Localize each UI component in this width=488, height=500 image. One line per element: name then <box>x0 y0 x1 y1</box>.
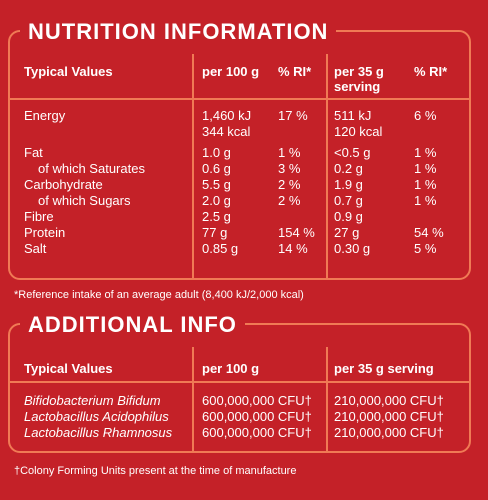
row-label: Salt <box>24 241 47 256</box>
row-label: of which Sugars <box>38 193 131 208</box>
row-ri35: 1 % <box>414 193 437 208</box>
row-ri35: 1 % <box>414 145 437 160</box>
divider-1 <box>192 54 194 278</box>
additional-info-panel: ADDITIONAL INFO Typical Values per 100 g… <box>8 310 471 453</box>
row-ri100: 1 % <box>278 145 301 160</box>
row-ri35: 1 % <box>414 177 437 192</box>
additional-footnote: †Colony Forming Units present at the tim… <box>14 465 297 477</box>
row-per35: 210,000,000 CFU† <box>334 393 444 408</box>
row-per100: 600,000,000 CFU† <box>202 425 312 440</box>
row-label: Bifidobacterium Bifidum <box>24 393 161 408</box>
row-per35: 0.30 g <box>334 241 371 256</box>
row-label: Carbohydrate <box>24 177 103 192</box>
nutrition-panel: NUTRITION INFORMATION Typical Values per… <box>8 17 471 280</box>
header-per-100g: per 100 g <box>202 64 260 79</box>
header-ri-100g: % RI* <box>278 64 312 79</box>
row-per35: 120 kcal <box>334 124 383 139</box>
row-label: Fibre <box>24 209 54 224</box>
row-per100: 2.5 g <box>202 209 231 224</box>
row-ri35: 54 % <box>414 225 444 240</box>
nutrition-title: NUTRITION INFORMATION <box>20 17 337 47</box>
row-per35: <0.5 g <box>334 145 371 160</box>
row-per100: 600,000,000 CFU† <box>202 393 312 408</box>
row-per100: 0.85 g <box>202 241 239 256</box>
row-per100: 344 kcal <box>202 124 251 139</box>
row-ri35: 5 % <box>414 241 437 256</box>
row-per35: 0.7 g <box>334 193 363 208</box>
divider-2 <box>326 347 328 451</box>
header-typical-values: Typical Values <box>24 361 113 376</box>
row-ri100: 17 % <box>278 108 308 123</box>
row-per35: 27 g <box>334 225 360 240</box>
row-ri35: 6 % <box>414 108 437 123</box>
row-per35: 511 kJ <box>334 108 372 123</box>
additional-title: ADDITIONAL INFO <box>20 310 245 340</box>
divider-2 <box>326 54 328 278</box>
row-per35: 210,000,000 CFU† <box>334 409 444 424</box>
row-per35: 0.9 g <box>334 209 363 224</box>
header-per-35g-serving: per 35 g serving <box>334 361 434 376</box>
divider-1 <box>192 347 194 451</box>
header-typical-values: Typical Values <box>24 64 113 79</box>
nutrition-header-rule <box>10 98 469 100</box>
header-per-100g: per 100 g <box>202 361 260 376</box>
header-ri-35g: % RI* <box>414 64 448 79</box>
row-ri100: 14 % <box>278 241 308 256</box>
row-per100: 5.5 g <box>202 177 231 192</box>
row-per35: 1.9 g <box>334 177 363 192</box>
row-ri35: 1 % <box>414 161 437 176</box>
row-per100: 77 g <box>202 225 228 240</box>
row-label: of which Saturates <box>38 161 145 176</box>
row-per100: 0.6 g <box>202 161 231 176</box>
row-ri100: 154 % <box>278 225 315 240</box>
row-per100: 600,000,000 CFU† <box>202 409 312 424</box>
row-per100: 2.0 g <box>202 193 231 208</box>
row-ri100: 2 % <box>278 193 301 208</box>
row-label: Protein <box>24 225 66 240</box>
additional-header-rule <box>10 381 469 383</box>
row-ri100: 3 % <box>278 161 301 176</box>
row-label: Fat <box>24 145 43 160</box>
row-ri100: 2 % <box>278 177 301 192</box>
row-label: Energy <box>24 108 66 123</box>
header-per-35g: per 35 g <box>334 64 384 79</box>
row-per100: 1,460 kJ <box>202 108 252 123</box>
row-per35: 210,000,000 CFU† <box>334 425 444 440</box>
header-serving: serving <box>334 79 381 94</box>
nutrition-footnote: *Reference intake of an average adult (8… <box>14 289 304 301</box>
row-label: Lactobacillus Rhamnosus <box>24 425 173 440</box>
row-label: Lactobacillus Acidophilus <box>24 409 169 424</box>
row-per100: 1.0 g <box>202 145 231 160</box>
row-per35: 0.2 g <box>334 161 363 176</box>
